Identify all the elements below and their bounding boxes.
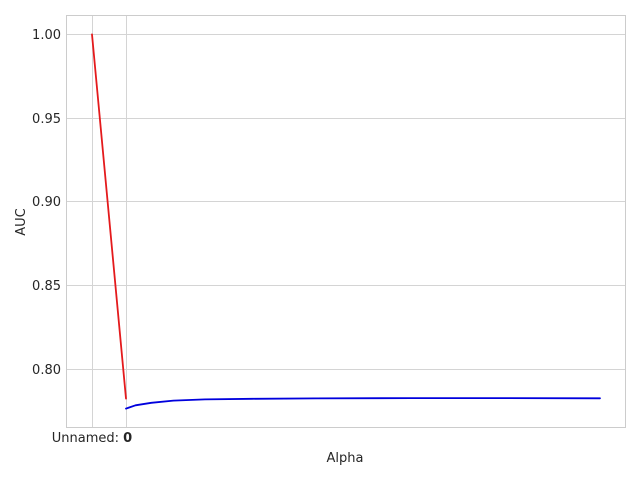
x-tick-label-prefix: Unnamed: [52,431,123,446]
series-layer [91,33,601,410]
grid-layer [67,16,625,427]
series-line-1 [91,33,127,400]
y-tick-label: 0.80 [32,363,61,378]
y-tick-label: 0.85 [32,279,61,294]
series-line-2 [125,397,601,410]
x-tick-label: Unnamed: 0 [52,431,132,446]
x-tick-label-value: 0 [123,431,132,446]
y-tick-labels: 0.80 0.85 0.90 0.95 1.00 [32,28,61,378]
y-tick-label: 0.90 [32,195,61,210]
y-axis-label: AUC [14,208,29,236]
y-tick-label: 1.00 [32,28,61,43]
plot-frame [66,15,626,428]
x-axis-label: Alpha [327,451,364,466]
y-tick-label: 0.95 [32,112,61,127]
